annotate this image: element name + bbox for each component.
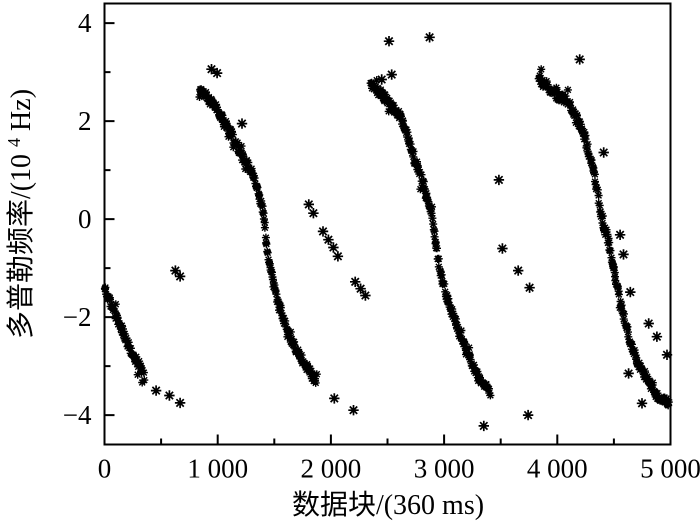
x-tick-label: 0 [98, 454, 112, 484]
x-tick-label: 3 000 [414, 454, 475, 484]
y-tick-label: −4 [63, 400, 92, 430]
x-axis-label: 数据块/(360 ms) [292, 489, 484, 521]
y-tick-label: 0 [78, 204, 92, 234]
plot-frame [103, 2, 672, 446]
y-tick-label: −2 [63, 302, 92, 332]
x-tick-label: 2 000 [301, 454, 362, 484]
y-tick-label: 4 [78, 8, 92, 38]
y-axis-label: 多普勒频率/(10 4 Hz) [0, 89, 37, 339]
outlier-points [150, 32, 673, 432]
y-axis-label-superscript: 4 [4, 138, 24, 147]
x-tick-label: 5 000 [640, 454, 700, 484]
y-axis-label-unit: Hz) [6, 89, 37, 131]
y-tick-label: 2 [78, 106, 92, 136]
axis-ticks [103, 22, 672, 445]
x-tick-label: 4 000 [527, 454, 588, 484]
dense-scatter-series [100, 65, 673, 410]
x-tick-label: 1 000 [187, 454, 248, 484]
y-axis-label-main: 多普勒频率/(10 [5, 154, 37, 339]
